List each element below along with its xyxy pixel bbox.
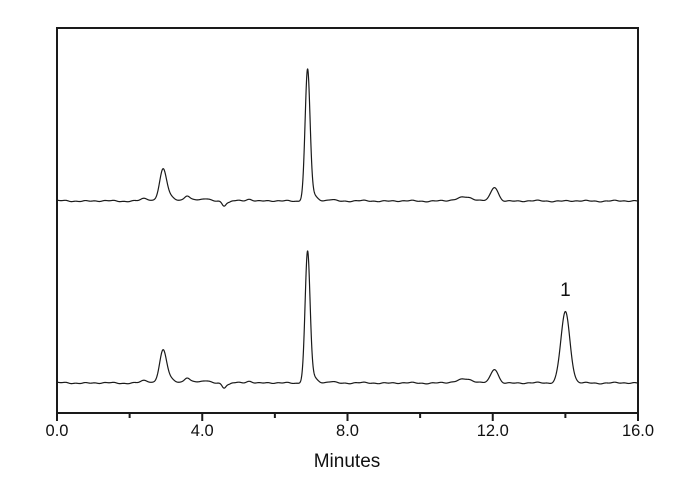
x-tick-label: 12.0: [477, 422, 509, 440]
x-tick-label: 8.0: [336, 422, 359, 440]
x-axis-title: Minutes: [313, 451, 381, 472]
plot-border: [56, 27, 639, 414]
x-tick-label: 16.0: [622, 422, 654, 440]
x-tick-label: 0.0: [46, 422, 69, 440]
trace-lower: [56, 250, 639, 389]
trace-upper: [56, 68, 639, 207]
peak-annotation: 1: [560, 280, 571, 301]
x-tick-label: 4.0: [191, 422, 214, 440]
